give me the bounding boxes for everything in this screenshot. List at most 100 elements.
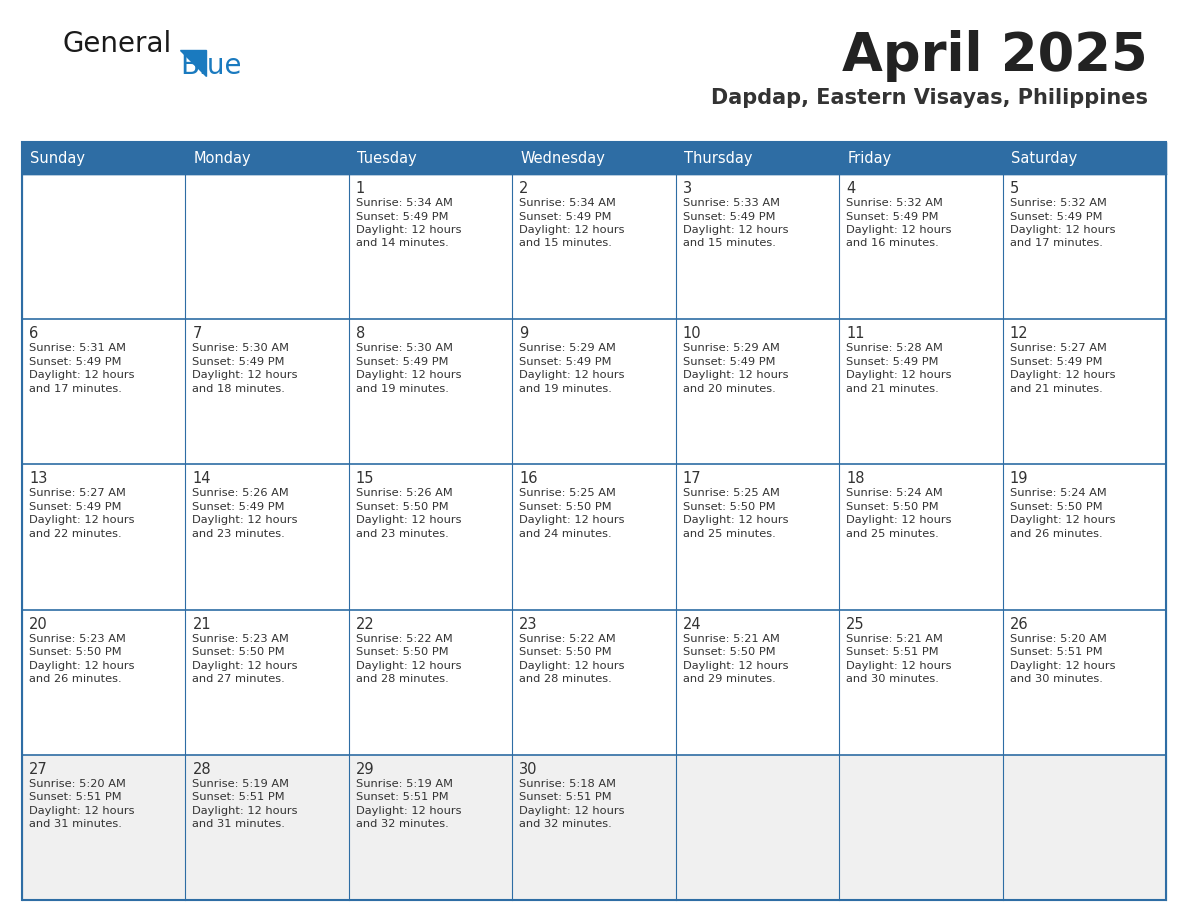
Text: Sunset: 5:51 PM: Sunset: 5:51 PM xyxy=(519,792,612,802)
Text: Daylight: 12 hours: Daylight: 12 hours xyxy=(846,225,952,235)
Text: Dapdap, Eastern Visayas, Philippines: Dapdap, Eastern Visayas, Philippines xyxy=(710,88,1148,108)
Text: and 23 minutes.: and 23 minutes. xyxy=(192,529,285,539)
Text: Sunrise: 5:24 AM: Sunrise: 5:24 AM xyxy=(1010,488,1106,498)
Text: and 20 minutes.: and 20 minutes. xyxy=(683,384,776,394)
Text: Sunrise: 5:29 AM: Sunrise: 5:29 AM xyxy=(683,343,779,353)
Text: 5: 5 xyxy=(1010,181,1019,196)
Bar xyxy=(23,174,1165,319)
Text: Sunrise: 5:27 AM: Sunrise: 5:27 AM xyxy=(1010,343,1106,353)
Text: Sunrise: 5:19 AM: Sunrise: 5:19 AM xyxy=(192,778,290,789)
Text: Sunrise: 5:23 AM: Sunrise: 5:23 AM xyxy=(29,633,126,644)
Text: Sunset: 5:51 PM: Sunset: 5:51 PM xyxy=(356,792,449,802)
Text: Daylight: 12 hours: Daylight: 12 hours xyxy=(1010,225,1116,235)
Text: 15: 15 xyxy=(356,472,374,487)
Text: Sunrise: 5:24 AM: Sunrise: 5:24 AM xyxy=(846,488,943,498)
Text: Sunrise: 5:25 AM: Sunrise: 5:25 AM xyxy=(519,488,617,498)
Text: Sunset: 5:51 PM: Sunset: 5:51 PM xyxy=(29,792,121,802)
Text: 21: 21 xyxy=(192,617,211,632)
Text: and 14 minutes.: and 14 minutes. xyxy=(356,239,449,249)
Text: and 31 minutes.: and 31 minutes. xyxy=(29,819,122,829)
Text: 18: 18 xyxy=(846,472,865,487)
Text: Sunrise: 5:34 AM: Sunrise: 5:34 AM xyxy=(356,198,453,208)
Text: Daylight: 12 hours: Daylight: 12 hours xyxy=(192,806,298,816)
Text: Sunrise: 5:32 AM: Sunrise: 5:32 AM xyxy=(1010,198,1106,208)
Text: 11: 11 xyxy=(846,326,865,341)
Bar xyxy=(23,465,1165,610)
Text: 14: 14 xyxy=(192,472,211,487)
Text: and 32 minutes.: and 32 minutes. xyxy=(519,819,612,829)
Text: Sunset: 5:49 PM: Sunset: 5:49 PM xyxy=(683,357,776,366)
Text: and 27 minutes.: and 27 minutes. xyxy=(192,674,285,684)
Text: Sunset: 5:49 PM: Sunset: 5:49 PM xyxy=(519,211,612,221)
Text: Daylight: 12 hours: Daylight: 12 hours xyxy=(519,225,625,235)
Text: Sunset: 5:49 PM: Sunset: 5:49 PM xyxy=(192,502,285,512)
Text: Sunset: 5:50 PM: Sunset: 5:50 PM xyxy=(519,502,612,512)
Text: Daylight: 12 hours: Daylight: 12 hours xyxy=(356,806,461,816)
Text: and 30 minutes.: and 30 minutes. xyxy=(846,674,939,684)
Text: 7: 7 xyxy=(192,326,202,341)
Text: 1: 1 xyxy=(356,181,365,196)
Text: Sunset: 5:50 PM: Sunset: 5:50 PM xyxy=(683,647,776,657)
Text: and 31 minutes.: and 31 minutes. xyxy=(192,819,285,829)
Text: and 15 minutes.: and 15 minutes. xyxy=(519,239,612,249)
Text: Sunset: 5:49 PM: Sunset: 5:49 PM xyxy=(1010,211,1102,221)
Text: Daylight: 12 hours: Daylight: 12 hours xyxy=(519,806,625,816)
Text: and 23 minutes.: and 23 minutes. xyxy=(356,529,449,539)
Text: Daylight: 12 hours: Daylight: 12 hours xyxy=(519,661,625,671)
Text: and 32 minutes.: and 32 minutes. xyxy=(356,819,449,829)
Text: Sunrise: 5:20 AM: Sunrise: 5:20 AM xyxy=(29,778,126,789)
Text: Sunrise: 5:23 AM: Sunrise: 5:23 AM xyxy=(192,633,290,644)
Text: Sunset: 5:49 PM: Sunset: 5:49 PM xyxy=(29,502,121,512)
Text: Sunset: 5:49 PM: Sunset: 5:49 PM xyxy=(683,211,776,221)
Text: and 25 minutes.: and 25 minutes. xyxy=(683,529,776,539)
Text: Daylight: 12 hours: Daylight: 12 hours xyxy=(683,225,788,235)
Text: 24: 24 xyxy=(683,617,701,632)
Bar xyxy=(23,755,1165,900)
Text: Daylight: 12 hours: Daylight: 12 hours xyxy=(1010,661,1116,671)
Text: 2: 2 xyxy=(519,181,529,196)
Text: Daylight: 12 hours: Daylight: 12 hours xyxy=(846,370,952,380)
Text: Daylight: 12 hours: Daylight: 12 hours xyxy=(29,370,134,380)
Text: Sunset: 5:49 PM: Sunset: 5:49 PM xyxy=(519,357,612,366)
Bar xyxy=(23,610,1165,755)
Text: and 17 minutes.: and 17 minutes. xyxy=(1010,239,1102,249)
Text: Monday: Monday xyxy=(194,151,251,165)
Text: Daylight: 12 hours: Daylight: 12 hours xyxy=(1010,515,1116,525)
Text: and 24 minutes.: and 24 minutes. xyxy=(519,529,612,539)
Polygon shape xyxy=(181,50,206,76)
Text: Daylight: 12 hours: Daylight: 12 hours xyxy=(356,515,461,525)
Text: 6: 6 xyxy=(29,326,38,341)
Text: and 29 minutes.: and 29 minutes. xyxy=(683,674,776,684)
Text: 10: 10 xyxy=(683,326,701,341)
Text: Sunrise: 5:21 AM: Sunrise: 5:21 AM xyxy=(846,633,943,644)
Text: Sunrise: 5:19 AM: Sunrise: 5:19 AM xyxy=(356,778,453,789)
Text: Sunset: 5:50 PM: Sunset: 5:50 PM xyxy=(356,647,449,657)
Text: Daylight: 12 hours: Daylight: 12 hours xyxy=(846,515,952,525)
Text: Sunset: 5:49 PM: Sunset: 5:49 PM xyxy=(192,357,285,366)
Text: Sunrise: 5:22 AM: Sunrise: 5:22 AM xyxy=(519,633,617,644)
Text: Sunset: 5:51 PM: Sunset: 5:51 PM xyxy=(192,792,285,802)
Text: and 28 minutes.: and 28 minutes. xyxy=(519,674,612,684)
Text: Daylight: 12 hours: Daylight: 12 hours xyxy=(192,515,298,525)
Text: 22: 22 xyxy=(356,617,374,632)
Text: Sunrise: 5:34 AM: Sunrise: 5:34 AM xyxy=(519,198,617,208)
Text: Sunrise: 5:25 AM: Sunrise: 5:25 AM xyxy=(683,488,779,498)
Text: and 15 minutes.: and 15 minutes. xyxy=(683,239,776,249)
Text: Sunset: 5:49 PM: Sunset: 5:49 PM xyxy=(1010,357,1102,366)
Text: Sunrise: 5:30 AM: Sunrise: 5:30 AM xyxy=(192,343,290,353)
Text: Sunrise: 5:32 AM: Sunrise: 5:32 AM xyxy=(846,198,943,208)
Text: Blue: Blue xyxy=(181,52,241,80)
Text: Sunset: 5:51 PM: Sunset: 5:51 PM xyxy=(1010,647,1102,657)
Text: 28: 28 xyxy=(192,762,211,777)
Text: Tuesday: Tuesday xyxy=(356,151,417,165)
Text: Daylight: 12 hours: Daylight: 12 hours xyxy=(192,661,298,671)
Text: Friday: Friday xyxy=(847,151,891,165)
Text: 12: 12 xyxy=(1010,326,1028,341)
Text: and 19 minutes.: and 19 minutes. xyxy=(519,384,612,394)
Bar xyxy=(23,142,1165,174)
Text: Sunrise: 5:28 AM: Sunrise: 5:28 AM xyxy=(846,343,943,353)
Text: 4: 4 xyxy=(846,181,855,196)
Text: Daylight: 12 hours: Daylight: 12 hours xyxy=(519,370,625,380)
Text: Daylight: 12 hours: Daylight: 12 hours xyxy=(1010,370,1116,380)
Text: Sunday: Sunday xyxy=(30,151,86,165)
